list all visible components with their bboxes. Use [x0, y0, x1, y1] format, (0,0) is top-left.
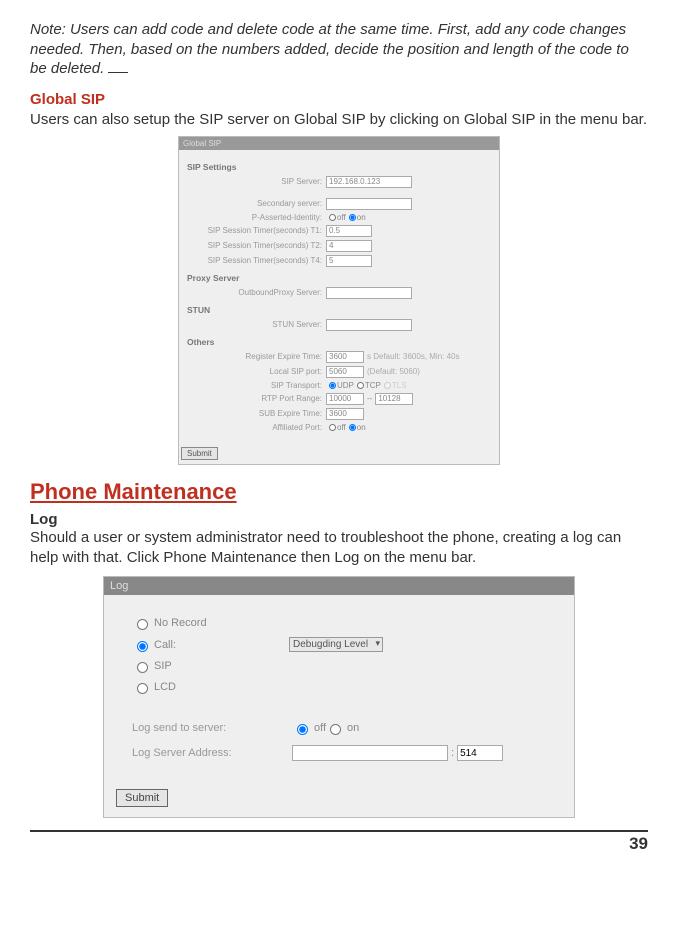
timer-t4-label: SIP Session Timer(seconds) T4: [187, 256, 326, 265]
sip-server-input[interactable] [326, 176, 412, 188]
p-asserted-off-radio[interactable] [329, 214, 336, 221]
p-asserted-label: P-Asserted-Identity: [187, 213, 326, 222]
group-sip-settings: SIP Settings [187, 162, 491, 172]
global-sip-titlebar: Global SIP [179, 137, 499, 150]
local-sip-port-label: Local SIP port: [187, 367, 326, 376]
on-label: on [357, 213, 366, 222]
sub-expire-input[interactable] [326, 408, 364, 420]
log-port-sep: : [451, 747, 454, 759]
heading-global-sip: Global SIP [30, 91, 648, 108]
group-others: Others [187, 337, 491, 347]
page-number: 39 [629, 834, 648, 853]
outbound-proxy-input[interactable] [326, 287, 412, 299]
log-on-label: on [347, 722, 359, 734]
log-panel: Log No Record Call: Debugding Level SIP … [103, 576, 575, 818]
global-sip-submit-button[interactable]: Submit [181, 447, 218, 460]
page-footer: 39 [30, 830, 648, 854]
heading-phone-maintenance: Phone Maintenance [30, 479, 648, 505]
stun-server-input[interactable] [326, 319, 412, 331]
log-call-level-select[interactable]: Debugding Level [289, 637, 383, 652]
secondary-server-label: Secondary server: [187, 199, 326, 208]
log-lcd-label: LCD [154, 681, 234, 693]
log-intro: Should a user or system administrator ne… [30, 528, 648, 569]
p-asserted-on-radio[interactable] [349, 214, 356, 221]
tcp-label: TCP [365, 381, 381, 390]
log-call-label: Call: [154, 639, 234, 651]
affiliated-off-radio[interactable] [329, 424, 336, 431]
log-no-record-radio[interactable] [137, 619, 148, 630]
timer-t2-label: SIP Session Timer(seconds) T2: [187, 241, 326, 250]
log-send-label: Log send to server: [132, 722, 292, 734]
log-port-input[interactable] [457, 745, 503, 761]
aff-on-label: on [357, 423, 366, 432]
affiliated-on-radio[interactable] [349, 424, 356, 431]
affiliated-port-label: Affiliated Port: [187, 423, 326, 432]
tls-label: TLS [392, 381, 407, 390]
log-sip-label: SIP [154, 660, 234, 672]
transport-udp-radio[interactable] [329, 382, 336, 389]
udp-label: UDP [337, 381, 354, 390]
log-send-off-radio[interactable] [297, 724, 308, 735]
subheading-log: Log [30, 511, 648, 528]
sip-transport-label: SIP Transport: [187, 381, 326, 390]
local-sip-port-suffix: (Default: 5060) [367, 367, 420, 376]
rtp-dash: -- [367, 394, 372, 403]
stun-server-label: STUN Server: [187, 320, 326, 329]
secondary-server-input[interactable] [326, 198, 412, 210]
log-lcd-radio[interactable] [137, 683, 148, 694]
register-expire-label: Register Expire Time: [187, 352, 326, 361]
register-expire-input[interactable] [326, 351, 364, 363]
group-proxy: Proxy Server [187, 273, 491, 283]
transport-tcp-radio[interactable] [357, 382, 364, 389]
rtp-to-input[interactable] [375, 393, 413, 405]
timer-t1-label: SIP Session Timer(seconds) T1: [187, 226, 326, 235]
timer-t1-input[interactable] [326, 225, 372, 237]
log-send-on-radio[interactable] [330, 724, 341, 735]
timer-t4-input[interactable] [326, 255, 372, 267]
rtp-range-label: RTP Port Range: [187, 394, 326, 403]
off-label: off [337, 213, 346, 222]
log-titlebar: Log [104, 577, 574, 595]
log-server-label: Log Server Address: [132, 747, 292, 759]
note-underline [108, 60, 128, 77]
global-sip-intro: Users can also setup the SIP server on G… [30, 110, 648, 130]
group-stun: STUN [187, 305, 491, 315]
log-submit-button[interactable]: Submit [116, 789, 168, 807]
timer-t2-input[interactable] [326, 240, 372, 252]
log-no-record-label: No Record [154, 617, 234, 629]
log-off-label: off [314, 722, 326, 734]
sub-expire-label: SUB Expire Time: [187, 409, 326, 418]
log-sip-radio[interactable] [137, 662, 148, 673]
log-call-radio[interactable] [137, 641, 148, 652]
rtp-from-input[interactable] [326, 393, 364, 405]
register-expire-suffix: s Default: 3600s, Min: 40s [367, 352, 460, 361]
global-sip-panel: Global SIP SIP Settings SIP Server: Seco… [178, 136, 500, 465]
local-sip-port-input[interactable] [326, 366, 364, 378]
outbound-proxy-label: OutboundProxy Server: [187, 288, 326, 297]
note-paragraph: Note: Users can add code and delete code… [30, 20, 648, 79]
sip-server-label: SIP Server: [187, 177, 326, 186]
aff-off-label: off [337, 423, 346, 432]
log-server-input[interactable] [292, 745, 448, 761]
transport-tls-radio[interactable] [384, 382, 391, 389]
